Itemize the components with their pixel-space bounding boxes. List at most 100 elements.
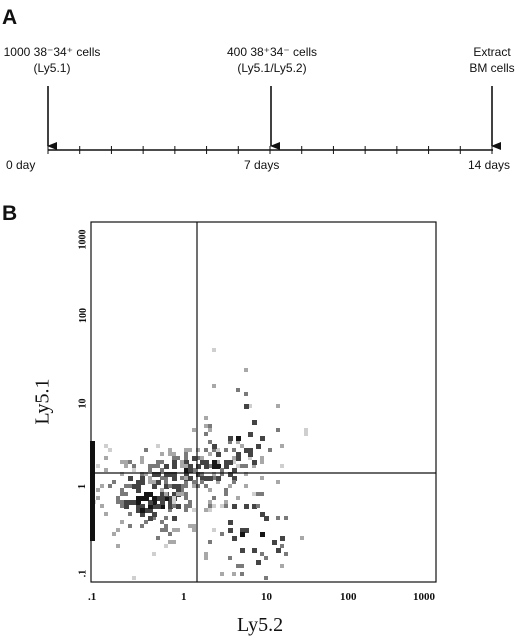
density-point: [204, 432, 208, 436]
density-point: [176, 504, 181, 509]
density-point: [284, 552, 288, 556]
density-point: [188, 504, 192, 508]
density-point: [280, 544, 284, 548]
density-point: [200, 472, 204, 476]
x-tick-label-100: 100: [340, 591, 357, 603]
density-point: [236, 440, 240, 444]
density-point: [184, 508, 188, 512]
y-axis-saturation-bar: [90, 441, 95, 541]
density-point: [232, 504, 237, 509]
plot-frame: [90, 221, 437, 583]
density-point: [236, 564, 240, 568]
density-point: [164, 480, 168, 484]
density-point: [120, 504, 124, 508]
density-point: [276, 516, 280, 520]
density-point: [160, 500, 165, 505]
density-point: [144, 472, 148, 476]
timeline-label-day14: 14 days: [468, 158, 511, 172]
density-point: [236, 464, 240, 468]
density-point: [248, 456, 252, 460]
density-point: [124, 500, 129, 505]
density-point: [100, 484, 104, 488]
density-point: [104, 456, 108, 460]
density-point: [196, 448, 200, 452]
density-point: [224, 500, 228, 504]
density-point: [160, 452, 164, 456]
density-point: [228, 556, 232, 560]
flow-plot: [90, 221, 437, 583]
density-point: [208, 508, 212, 512]
density-point: [184, 480, 188, 484]
density-point: [164, 492, 168, 496]
timeline-event-2-line1: Extract: [473, 45, 511, 59]
x-tick-label-10: 10: [261, 591, 272, 603]
density-point: [148, 500, 153, 505]
density-point: [224, 464, 229, 469]
density-point: [148, 492, 153, 497]
density-point: [180, 488, 184, 492]
density-point: [184, 452, 188, 456]
density-point: [172, 528, 176, 532]
density-point: [264, 516, 269, 521]
density-point: [252, 460, 257, 465]
density-point: [212, 444, 217, 449]
timeline-label-day0: 0 day: [6, 158, 36, 172]
density-point: [192, 508, 196, 512]
density-point: [280, 564, 284, 568]
density-point: [136, 488, 141, 493]
density-point: [140, 480, 145, 485]
density-point: [208, 476, 213, 481]
density-point: [208, 540, 212, 544]
density-point: [164, 544, 168, 548]
density-point: [172, 516, 177, 521]
density-point: [172, 492, 177, 497]
density-point: [304, 432, 308, 436]
density-point: [184, 496, 188, 500]
density-point: [148, 504, 153, 509]
density-point: [192, 484, 196, 488]
density-point: [200, 476, 205, 481]
density-point: [152, 500, 157, 505]
density-point: [164, 528, 168, 532]
density-point: [124, 484, 128, 488]
density-point: [204, 476, 209, 481]
density-point: [220, 532, 224, 536]
density-point: [172, 464, 177, 469]
density-point: [212, 476, 216, 480]
density-point: [208, 500, 212, 504]
density-point: [216, 476, 221, 481]
density-point: [132, 500, 137, 505]
density-point: [140, 456, 144, 460]
density-point: [252, 420, 257, 425]
density-point: [160, 492, 165, 497]
density-point: [168, 484, 172, 488]
density-point: [252, 548, 257, 553]
density-point: [188, 476, 193, 481]
density-point: [136, 484, 141, 489]
density-point: [232, 536, 237, 541]
density-point: [240, 532, 245, 537]
density-point: [152, 512, 157, 517]
density-point: [236, 388, 240, 392]
density-point: [220, 468, 224, 472]
density-point: [232, 476, 237, 481]
density-point: [156, 460, 160, 464]
density-point: [260, 436, 265, 441]
density-point: [204, 416, 208, 420]
density-point: [160, 468, 164, 472]
density-point: [172, 460, 177, 465]
density-point: [256, 492, 260, 496]
density-point: [120, 492, 124, 496]
density-point: [224, 448, 228, 452]
density-point: [164, 524, 168, 528]
density-point: [104, 468, 108, 472]
density-point: [168, 504, 173, 509]
density-point: [168, 448, 172, 452]
density-point: [260, 512, 265, 517]
timeline-event-2-line2: BM cells: [469, 61, 515, 75]
density-point: [208, 440, 212, 444]
density-point: [260, 492, 264, 496]
density-point: [244, 504, 249, 509]
density-point: [216, 452, 221, 457]
density-point: [252, 504, 257, 509]
